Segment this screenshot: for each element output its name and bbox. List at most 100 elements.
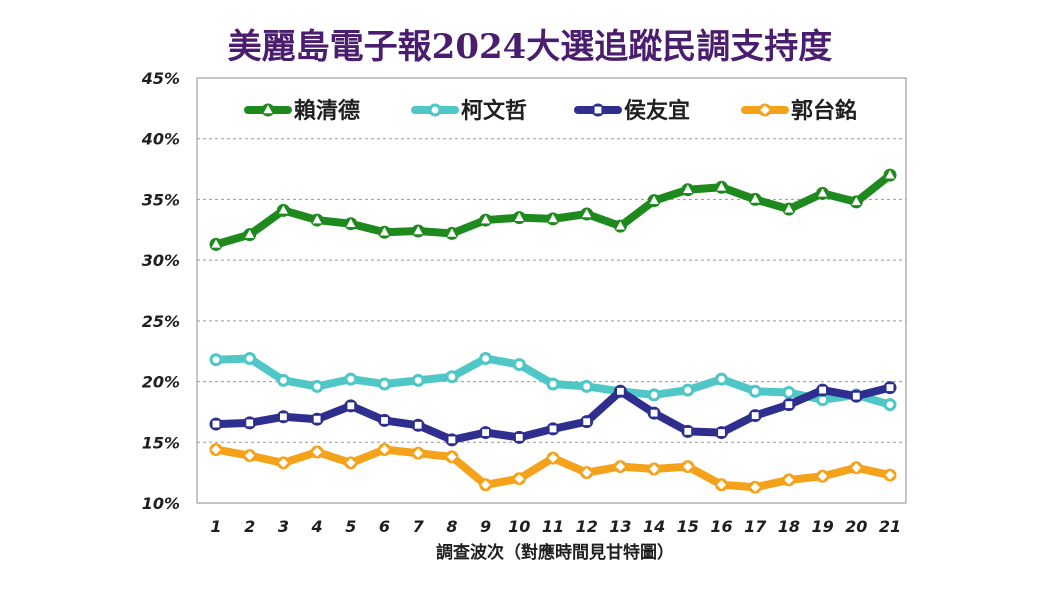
data-point-marker xyxy=(784,204,794,213)
data-point-marker xyxy=(684,427,692,435)
data-point-marker xyxy=(684,386,692,394)
x-tick-label: 8 xyxy=(446,517,457,536)
data-point-marker xyxy=(886,401,894,409)
data-point-marker xyxy=(750,482,760,492)
x-tick-label: 20 xyxy=(845,517,867,536)
data-point-marker xyxy=(212,420,220,428)
y-tick-label: 20% xyxy=(142,373,180,392)
data-point-marker xyxy=(852,392,860,400)
data-point-marker xyxy=(245,451,255,461)
data-point-marker xyxy=(751,387,759,395)
series-3 xyxy=(209,381,897,447)
data-point-marker xyxy=(448,436,456,444)
data-point-marker xyxy=(785,389,793,396)
data-point-marker xyxy=(245,229,255,238)
x-tick-label: 4 xyxy=(311,517,323,536)
x-tick-label: 19 xyxy=(811,517,833,536)
data-point-marker xyxy=(751,412,759,419)
data-point-marker xyxy=(818,188,828,197)
data-point-marker xyxy=(514,212,524,221)
x-tick-label: 3 xyxy=(278,517,289,536)
data-point-marker xyxy=(515,434,523,441)
plot-area-frame xyxy=(196,77,907,504)
data-point-marker xyxy=(615,221,625,230)
data-point-marker xyxy=(548,213,558,223)
y-tick-label: 15% xyxy=(142,433,180,452)
data-point-marker xyxy=(278,458,288,468)
data-point-marker xyxy=(615,461,625,472)
data-point-marker xyxy=(851,463,861,473)
data-point-marker xyxy=(650,391,658,399)
legend-label: 侯友宜 xyxy=(624,98,690,124)
x-tick-label: 18 xyxy=(778,517,800,536)
legend-label: 郭台銘 xyxy=(791,98,857,124)
data-point-marker xyxy=(448,373,456,381)
x-tick-label: 13 xyxy=(609,517,631,536)
data-point-marker xyxy=(583,383,591,390)
data-point-marker xyxy=(818,471,828,481)
data-point-marker xyxy=(447,452,457,462)
data-point-marker xyxy=(650,409,658,417)
x-tick-label: 17 xyxy=(744,517,767,536)
data-point-marker xyxy=(784,475,794,485)
data-point-marker xyxy=(851,196,861,206)
y-tick-label: 30% xyxy=(142,251,180,270)
data-point-marker xyxy=(211,444,221,455)
data-point-marker xyxy=(278,205,288,214)
y-tick-label: 10% xyxy=(142,494,180,513)
series-4 xyxy=(209,443,897,494)
x-tick-label: 5 xyxy=(345,517,356,536)
data-point-marker xyxy=(549,380,557,388)
x-tick-label: 14 xyxy=(643,517,665,536)
data-point-marker xyxy=(514,474,524,484)
y-tick-label: 45% xyxy=(141,69,180,88)
data-point-marker xyxy=(515,361,523,368)
x-axis-title: 調查波次（對應時間見甘特圖） xyxy=(436,542,674,563)
x-tick-label: 9 xyxy=(480,517,491,536)
data-point-marker xyxy=(413,448,423,458)
data-point-marker xyxy=(785,401,793,409)
data-point-marker xyxy=(381,380,388,388)
y-axis-ticks: 10% 15% 20% 25% 30% 35% 40% 45% xyxy=(141,69,180,513)
data-point-marker xyxy=(718,375,725,383)
series-group xyxy=(209,168,897,494)
data-point-marker xyxy=(313,415,321,423)
data-point-marker xyxy=(246,419,254,427)
data-point-marker xyxy=(313,383,321,390)
x-tick-label: 16 xyxy=(710,517,732,536)
data-point-marker xyxy=(819,386,826,394)
data-point-marker xyxy=(347,375,355,383)
data-point-marker xyxy=(482,355,489,362)
data-point-marker xyxy=(481,480,491,490)
data-point-marker xyxy=(414,421,422,429)
y-tick-label: 25% xyxy=(142,312,180,331)
x-tick-label: 6 xyxy=(379,517,390,536)
x-tick-label: 15 xyxy=(677,517,699,536)
x-tick-label: 11 xyxy=(542,517,564,536)
data-point-marker xyxy=(312,447,322,457)
x-tick-label: 12 xyxy=(576,517,598,536)
data-point-marker xyxy=(583,418,591,426)
legend-swatch-marker xyxy=(431,106,439,114)
data-point-marker xyxy=(548,453,558,463)
legend-label: 柯文哲 xyxy=(461,98,527,124)
data-point-marker xyxy=(481,215,491,224)
legend-item: 侯友宜 xyxy=(574,98,690,124)
data-point-marker xyxy=(212,356,220,364)
legend-item: 郭台銘 xyxy=(741,98,857,124)
y-tick-label: 35% xyxy=(142,190,180,209)
data-point-marker xyxy=(379,444,390,455)
legend-item: 柯文哲 xyxy=(411,98,527,124)
data-point-marker xyxy=(347,402,355,410)
y-tick-label: 40% xyxy=(141,130,180,149)
data-point-marker xyxy=(346,458,356,468)
legend-swatch-marker xyxy=(594,106,602,114)
x-tick-label: 1 xyxy=(210,517,221,536)
legend-item: 賴清德 xyxy=(244,98,360,124)
legend-swatch-marker xyxy=(263,104,273,114)
legend-label: 賴清德 xyxy=(294,98,360,124)
data-point-marker xyxy=(414,376,422,384)
data-point-marker xyxy=(211,239,221,248)
